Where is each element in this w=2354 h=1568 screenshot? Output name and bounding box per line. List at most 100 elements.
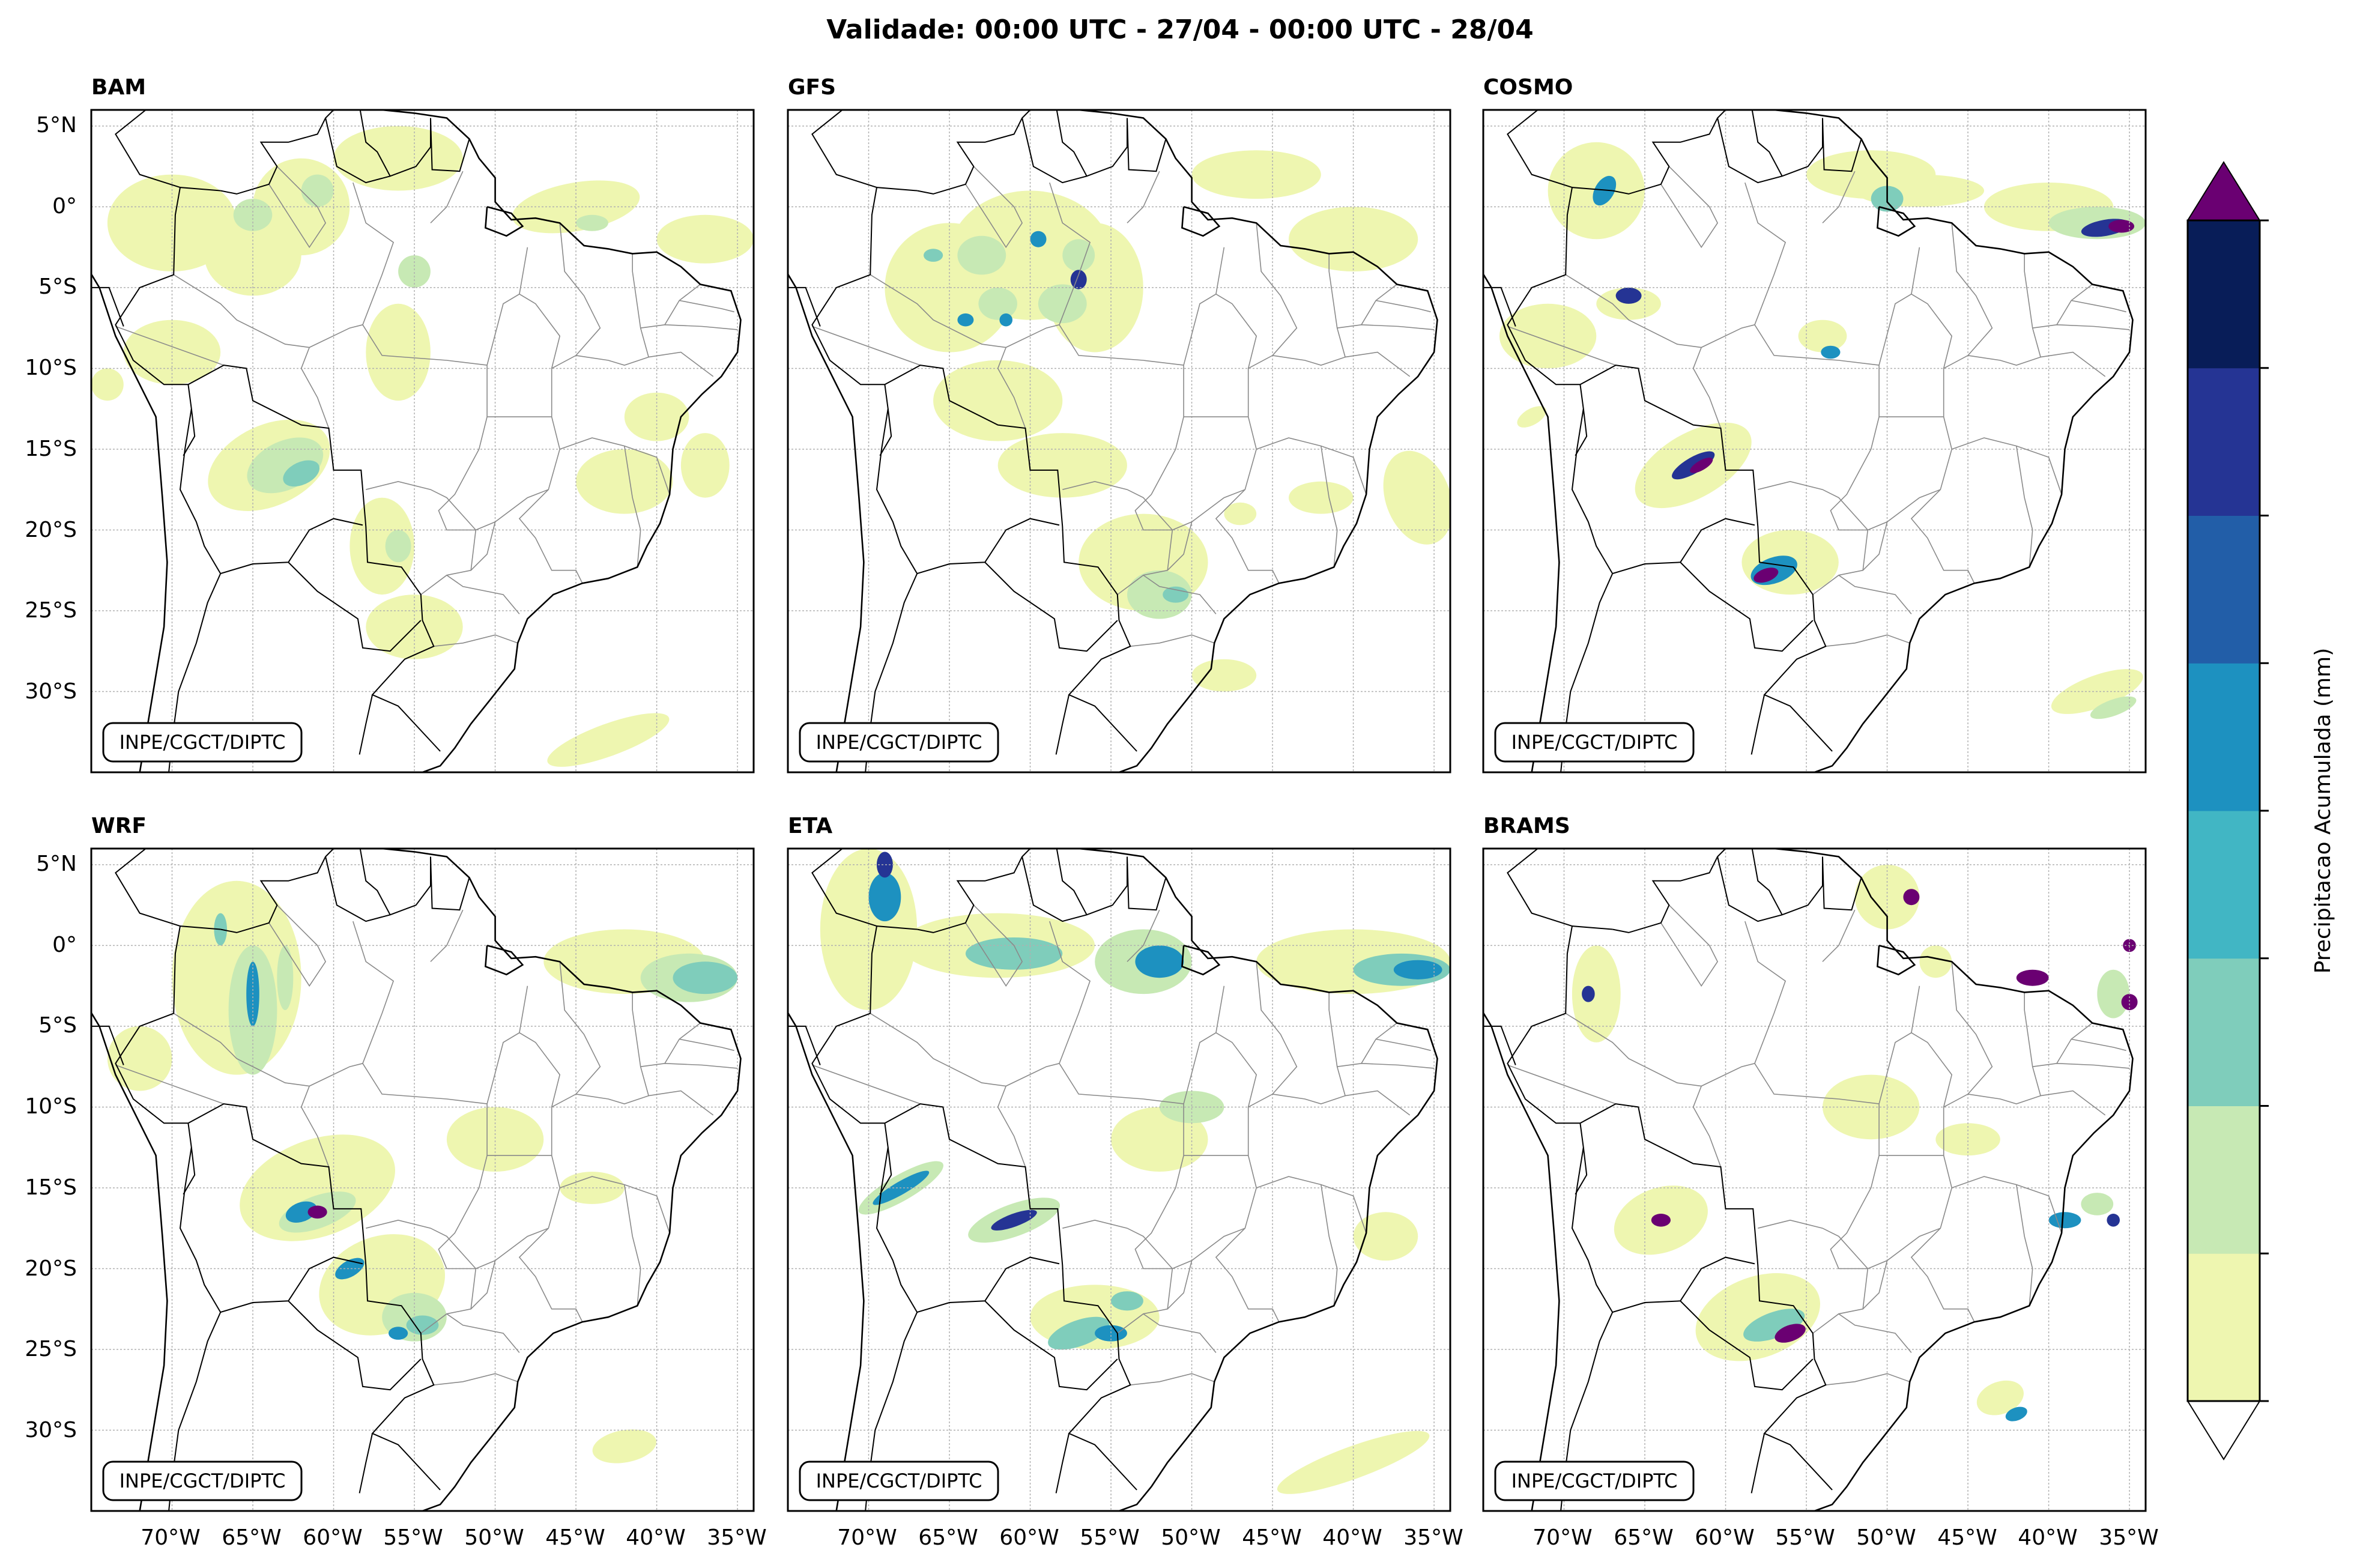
precip-cell — [933, 360, 1063, 441]
precip-cell — [1743, 1309, 1805, 1342]
lon-tick-label: 70°W — [1533, 1525, 1592, 1550]
panel-bam: BAM INPE/CGCT/DIPTC — [90, 75, 755, 773]
lat-tick-label: 25°S — [25, 598, 77, 623]
lat-tick-label: 20°S — [25, 1256, 77, 1281]
lon-axis-right: 70°W 65°W 60°W 55°W 50°W 45°W 40°W 35°W — [1533, 1525, 2158, 1550]
precip-cell — [1383, 450, 1450, 545]
colorbar-over-arrow — [2186, 161, 2261, 221]
precip-cell — [1111, 1291, 1143, 1311]
precip-cell — [957, 235, 1006, 275]
precipitation-layer — [820, 849, 1450, 1494]
watermark-box: INPE/CGCT/DIPTC — [1494, 722, 1695, 763]
lat-tick-label: 5°N — [36, 852, 77, 876]
lat-tick-label: 0° — [52, 194, 77, 219]
precip-cell — [1289, 481, 1354, 514]
lon-tick-label: 45°W — [545, 1525, 605, 1550]
coastline — [91, 849, 742, 1511]
lat-tick-label: 15°S — [25, 1175, 77, 1200]
lon-tick-label: 70°W — [837, 1525, 897, 1550]
colorbar: Precipitacao Acumulada (mm) — [2186, 161, 2335, 1461]
lat-tick-label: 0° — [52, 933, 77, 957]
colorbar-bin — [2188, 663, 2260, 811]
gridlines — [788, 849, 1450, 1511]
panel-gfs: GFS INPE/CGCT/DIPTC — [787, 75, 1451, 773]
precip-cell — [1582, 985, 1595, 1002]
precip-cell — [1127, 570, 1192, 619]
lat-tick-label: 5°S — [38, 1013, 77, 1038]
precip-cell — [991, 1209, 1037, 1230]
lat-tick-label: 10°S — [25, 356, 77, 380]
watermark-text: INPE/CGCT/DIPTC — [120, 1470, 286, 1492]
precip-cell — [406, 1315, 439, 1335]
precip-cell — [1935, 1123, 2000, 1156]
coastline — [788, 849, 1438, 1511]
precip-cell — [1499, 303, 1597, 369]
precip-cell — [999, 313, 1012, 327]
country-borders — [1483, 849, 1862, 1511]
gridlines — [91, 849, 754, 1511]
precip-cell — [2107, 1214, 2120, 1227]
precip-cell — [656, 214, 754, 264]
panel-eta: ETA INPE/CGCT/DIPTC — [787, 814, 1451, 1512]
precip-cell — [868, 873, 901, 922]
watermark-text: INPE/CGCT/DIPTC — [816, 1470, 982, 1492]
precip-cell — [965, 937, 1063, 970]
watermark-text: INPE/CGCT/DIPTC — [120, 731, 286, 754]
watermark-box: INPE/CGCT/DIPTC — [1494, 1461, 1695, 1501]
precip-cell — [997, 433, 1127, 498]
precip-cell — [673, 961, 738, 994]
lon-tick-label: 60°W — [1695, 1525, 1754, 1550]
panel-wrf: WRF INPE/CGCT/DIPTC — [90, 814, 755, 1512]
lat-tick-label: 5°N — [36, 113, 77, 138]
precip-cell — [1224, 502, 1257, 525]
precip-cell — [1191, 150, 1321, 199]
lon-tick-label: 60°W — [303, 1525, 362, 1550]
lon-tick-label: 70°W — [141, 1525, 200, 1550]
precip-cell — [1163, 586, 1189, 603]
gridlines — [1483, 110, 2146, 772]
colorbar-label: Precipitacao Acumulada (mm) — [2311, 648, 2335, 974]
precip-cell — [924, 249, 943, 262]
gridlines — [1483, 849, 2146, 1511]
precipitation-layer — [1572, 864, 2138, 1421]
lon-tick-label: 40°W — [2018, 1525, 2077, 1550]
precip-cell — [366, 303, 431, 401]
lon-tick-label: 35°W — [2099, 1525, 2158, 1550]
lon-axis-middle: 70°W 65°W 60°W 55°W 50°W 45°W 40°W 35°W — [837, 1525, 1463, 1550]
precip-cell — [283, 460, 320, 487]
panel-title-wrf: WRF — [91, 814, 147, 838]
lon-tick-label: 35°W — [1403, 1525, 1463, 1550]
lon-tick-label: 40°W — [1322, 1525, 1382, 1550]
precip-cell — [1353, 1212, 1418, 1261]
precip-cell — [680, 433, 730, 498]
precip-cell — [285, 1201, 317, 1223]
precip-cell — [576, 214, 608, 231]
lon-tick-label: 55°W — [1080, 1525, 1139, 1550]
precip-cell — [385, 530, 411, 563]
lon-tick-label: 40°W — [626, 1525, 685, 1550]
precip-cell — [2108, 219, 2135, 233]
precip-cell — [2097, 969, 2130, 1019]
precip-cell — [592, 1429, 656, 1464]
precip-cell — [876, 852, 893, 878]
state-borders — [812, 904, 1435, 1385]
colorbar-bin — [2188, 368, 2260, 516]
lon-tick-label: 45°W — [1242, 1525, 1301, 1550]
watermark-text: INPE/CGCT/DIPTC — [1511, 1470, 1678, 1492]
lon-tick-label: 50°W — [1856, 1525, 1916, 1550]
precip-cell — [1823, 1074, 1920, 1140]
lat-tick-label: 30°S — [25, 679, 77, 704]
lat-axis-top: 5°N 0° 5°S 10°S 15°S 20°S 25°S 30°S — [25, 113, 77, 704]
precip-cell — [1030, 231, 1047, 247]
precip-cell — [2081, 1193, 2114, 1215]
country-borders — [1483, 110, 1862, 772]
lat-tick-label: 20°S — [25, 518, 77, 542]
precip-cell — [2121, 994, 2138, 1011]
watermark-box: INPE/CGCT/DIPTC — [799, 722, 999, 763]
precip-cell — [301, 174, 334, 207]
precip-cell — [1289, 207, 1418, 272]
precip-cell — [2090, 696, 2137, 719]
lon-tick-label: 35°W — [707, 1525, 766, 1550]
panel-cosmo: COSMO INPE/CGCT/DIPTC — [1482, 75, 2147, 773]
